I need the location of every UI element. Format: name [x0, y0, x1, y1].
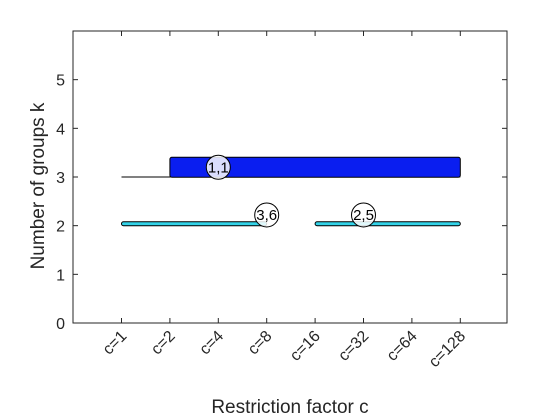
x-tick-label: c=1	[100, 328, 131, 359]
x-tick-label: c=64	[384, 328, 421, 365]
band-label: 2,5	[353, 207, 374, 224]
band-label: 1,1	[208, 159, 229, 176]
band-label-marker	[254, 202, 280, 228]
x-tick-label: c=8	[245, 328, 276, 359]
x-tick-label: c=16	[287, 328, 324, 365]
y-tick-label: 1	[56, 267, 65, 284]
x-tick-label: c=4	[197, 328, 228, 359]
band-bar	[121, 221, 268, 227]
y-axis-title: Number of groups k	[28, 102, 49, 269]
y-tick-label: 5	[56, 73, 65, 90]
y-tick-label: 3	[56, 170, 65, 187]
x-tick-label: c=2	[148, 328, 179, 359]
band-label-marker	[351, 202, 376, 228]
x-tick-label: c=32	[335, 328, 372, 365]
band-bar	[169, 156, 461, 178]
x-axis-title: Restriction factor c	[211, 397, 368, 418]
y-tick-label: 0	[56, 316, 65, 333]
band-label-marker	[205, 154, 231, 180]
band-labels-layer: 1,1 3,6 2,5	[205, 154, 376, 228]
y-tick-label: 2	[56, 219, 65, 236]
y-tick-label: 4	[56, 121, 65, 138]
band-bar	[314, 221, 461, 227]
band-label: 3,6	[256, 207, 277, 224]
bands-layer	[121, 156, 461, 227]
x-tick-label: c=128	[426, 328, 469, 371]
y-axis: 0 1 2 3 4 5	[56, 73, 507, 333]
